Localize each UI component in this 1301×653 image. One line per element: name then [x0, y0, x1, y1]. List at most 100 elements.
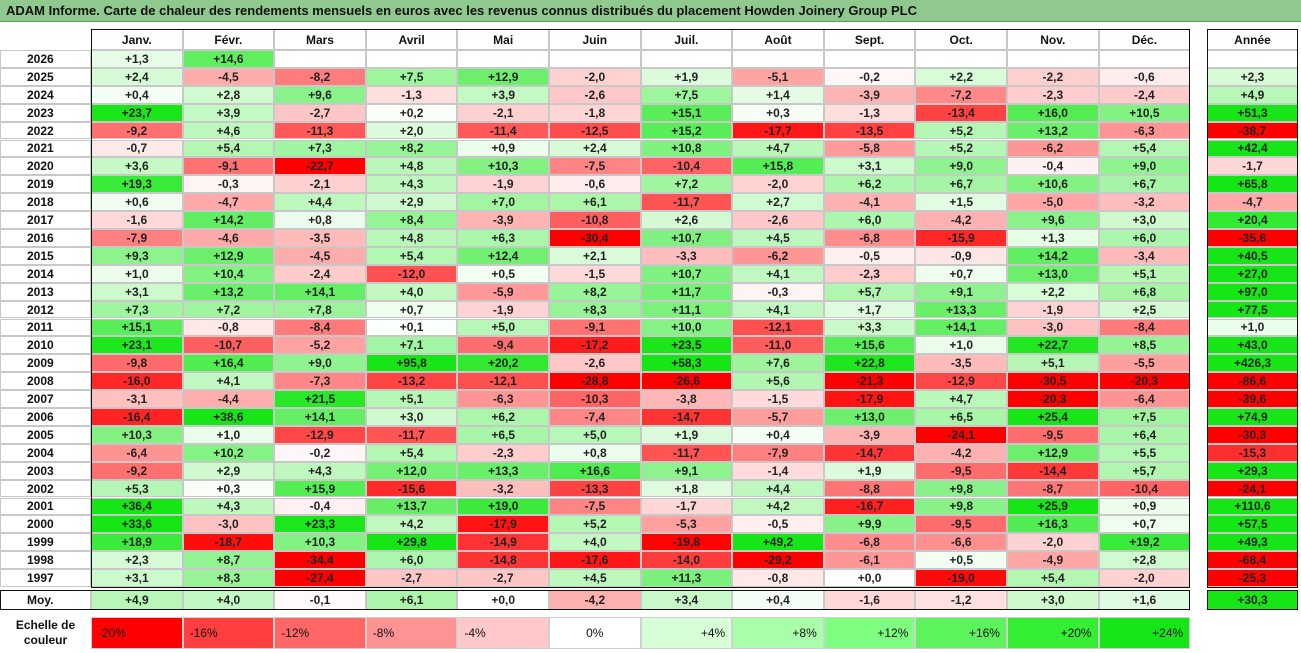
heatmap-cell: -2,7: [365, 569, 458, 587]
heatmap-cell: +7,0: [457, 193, 549, 212]
heatmap-cell: +25,9: [1007, 497, 1099, 516]
heatmap-cell: +6,4: [1098, 425, 1191, 444]
heatmap-cell: +4,6: [182, 121, 275, 140]
heatmap-cell: +22,8: [823, 354, 916, 373]
year-label: 2023: [0, 103, 91, 122]
heatmap-cell: -10,4: [640, 157, 733, 176]
heatmap-cell: +2,7: [732, 193, 824, 212]
heatmap-cell: +1,9: [640, 67, 733, 86]
annual-cell: -1,7: [1207, 157, 1298, 176]
heatmap-cell: +7,2: [640, 175, 733, 194]
heatmap-cell: +0,7: [915, 264, 1007, 283]
scale-swatch: +4%: [640, 617, 733, 649]
heatmap-cell: +7,6: [732, 354, 824, 373]
heatmap-cell: -3,5: [915, 354, 1007, 373]
heatmap-cell: -10,4: [1098, 479, 1191, 498]
annual-cell: +1,0: [1207, 318, 1298, 337]
heatmap-cell: +4,5: [549, 569, 641, 587]
heatmap-cell: +9,9: [823, 515, 916, 534]
annual-cell: +426,3: [1207, 354, 1298, 373]
heatmap-cell: -6,4: [91, 443, 183, 462]
heatmap-cell: -6,4: [1098, 390, 1191, 408]
scale-label: Echelle de couleur: [15, 618, 76, 647]
heatmap-cell: -2,2: [1007, 67, 1099, 86]
heatmap-cell: -34,4: [274, 551, 366, 570]
heatmap-cell: +22,7: [1007, 336, 1099, 355]
year-label: 2001: [0, 497, 91, 516]
annual-cell: +51,3: [1207, 103, 1298, 122]
heatmap-cell: +9,6: [274, 85, 366, 104]
year-label: 1998: [0, 551, 91, 570]
heatmap-cell: -9,5: [1007, 425, 1099, 444]
average-cell: +3,0: [1007, 590, 1099, 610]
heatmap-cell: -3,2: [1098, 193, 1191, 212]
heatmap-cell: +3,1: [91, 282, 183, 301]
heatmap-cell: +5,4: [1098, 139, 1191, 158]
heatmap-cell: +0,4: [91, 85, 183, 104]
year-label: 1999: [0, 533, 91, 552]
heatmap-cell: -3,5: [274, 229, 366, 247]
heatmap-cell: +16,6: [549, 461, 641, 480]
annual-cell: +20,4: [1207, 211, 1298, 229]
heatmap-cell: [549, 50, 641, 68]
month-header: Mai: [457, 29, 549, 50]
heatmap-cell: -4,6: [182, 229, 275, 247]
month-header: Juin: [549, 29, 641, 50]
year-label: 2012: [0, 300, 91, 319]
heatmap-cell: +10,6: [1007, 175, 1099, 194]
heatmap-cell: -13,5: [823, 121, 916, 140]
heatmap-cell: +4,4: [274, 193, 366, 212]
heatmap-cell: +15,6: [823, 336, 916, 355]
heatmap-cell: +5,6: [732, 372, 824, 391]
heatmap-cell: +9,8: [915, 497, 1007, 516]
annual-cell: +49,3: [1207, 533, 1298, 552]
heatmap-cell: -12,0: [365, 264, 458, 283]
heatmap-cell: +19,3: [91, 175, 183, 194]
heatmap-cell: +6,3: [457, 229, 549, 247]
heatmap-cell: +10,3: [91, 425, 183, 444]
heatmap-cell: -3,9: [823, 425, 916, 444]
heatmap-cell: [640, 50, 733, 68]
year-label: 2016: [0, 229, 91, 247]
heatmap-cell: +0,8: [274, 211, 366, 229]
heatmap-cell: [274, 50, 366, 68]
heatmap-cell: +6,2: [457, 408, 549, 426]
heatmap-cell: -8,4: [274, 318, 366, 337]
heatmap-cell: +0,8: [549, 443, 641, 462]
heatmap-cell: +8,4: [365, 211, 458, 229]
heatmap-cell: +10,0: [640, 318, 733, 337]
heatmap-cell: +7,5: [1098, 408, 1191, 426]
heatmap-cell: +8,7: [182, 551, 275, 570]
heatmap-cell: -4,4: [182, 390, 275, 408]
heatmap-cell: -10,7: [182, 336, 275, 355]
average-cell: -0,1: [274, 590, 366, 610]
heatmap-cell: +15,1: [91, 318, 183, 337]
average-cell: -1,6: [823, 590, 916, 610]
heatmap-cell: -6,2: [1007, 139, 1099, 158]
heatmap-cell: +2,9: [182, 461, 275, 480]
chart-title: ADAM Informe. Carte de chaleur des rende…: [6, 3, 917, 18]
scale-swatch: +12%: [823, 617, 916, 649]
heatmap-cell: +12,9: [182, 246, 275, 265]
heatmap-cell: +10,8: [640, 139, 733, 158]
heatmap-cell: -1,8: [549, 103, 641, 122]
month-header: Déc.: [1098, 29, 1191, 50]
heatmap-cell: -3,0: [1007, 318, 1099, 337]
heatmap-cell: -3,8: [640, 390, 733, 408]
heatmap-cell: -5,2: [274, 336, 366, 355]
heatmap-cell: +6,0: [365, 551, 458, 570]
heatmap-cell: +12,0: [365, 461, 458, 480]
heatmap-cell: +4,0: [365, 282, 458, 301]
heatmap-cell: +5,2: [915, 139, 1007, 158]
annual-cell: +57,5: [1207, 515, 1298, 534]
heatmap-cell: +4,3: [182, 497, 275, 516]
heatmap-cell: +2,4: [91, 67, 183, 86]
heatmap-cell: +7,1: [365, 336, 458, 355]
heatmap-cell: +2,8: [182, 85, 275, 104]
heatmap-cell: +2,1: [549, 246, 641, 265]
heatmap-cell: -9,1: [182, 157, 275, 176]
heatmap-cell: +5,1: [1007, 354, 1099, 373]
heatmap-cell: -7,9: [91, 229, 183, 247]
heatmap-cell: +2,2: [915, 67, 1007, 86]
heatmap-cell: +6,5: [457, 425, 549, 444]
